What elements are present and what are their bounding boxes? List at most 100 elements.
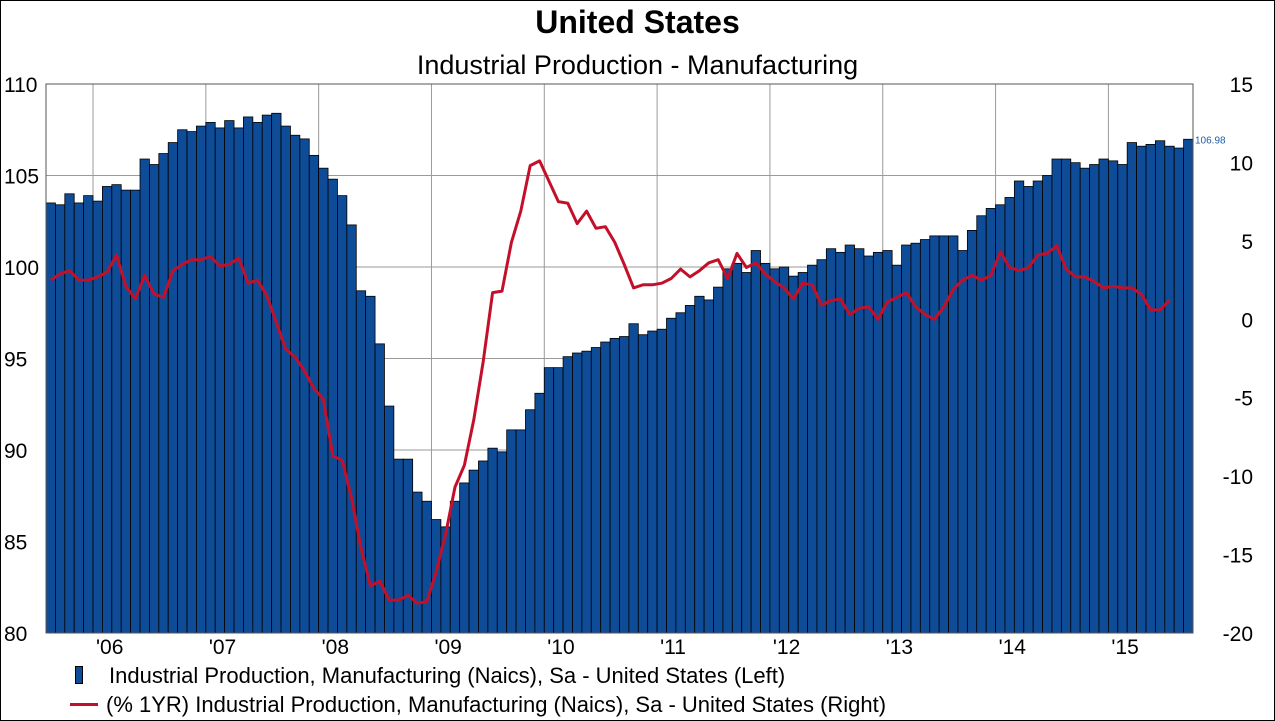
legend-item-line: (% 1YR) Industrial Production, Manufactu… (70, 692, 886, 718)
x-tick-label: '14 (999, 636, 1027, 659)
x-tick-label: '10 (547, 636, 574, 659)
bar (1042, 175, 1053, 634)
bar (872, 251, 884, 634)
bar (233, 127, 244, 634)
bar (731, 262, 743, 634)
bar (1060, 158, 1072, 634)
bar (92, 200, 103, 634)
x-tick-label: '09 (434, 636, 461, 659)
bar (1117, 164, 1128, 634)
bar (196, 125, 207, 634)
bar (487, 447, 498, 634)
plot-border (45, 83, 1194, 634)
bar (139, 158, 150, 634)
x-tick-label: '12 (773, 636, 800, 659)
bar (64, 193, 75, 634)
bar (496, 451, 508, 634)
legend-line-label: (% 1YR) Industrial Production, Manufactu… (106, 692, 887, 717)
bar (149, 164, 160, 634)
bar (760, 262, 771, 634)
bar (619, 336, 630, 634)
bar (1023, 186, 1034, 634)
left-tick-label: 110 (4, 74, 37, 97)
left-tick-label: 90 (4, 440, 27, 463)
bar (525, 409, 536, 634)
bar (675, 312, 686, 634)
bar (1051, 158, 1062, 634)
bar (55, 204, 66, 634)
bar (186, 131, 197, 634)
bar (1145, 143, 1156, 634)
left-tick-label: 100 (4, 257, 39, 280)
bar-end-label: 106.98 (1195, 135, 1226, 146)
bar (938, 235, 949, 634)
legend-line-swatch (70, 703, 98, 706)
x-tick-label: '06 (96, 636, 123, 659)
bar (713, 286, 724, 634)
bar (280, 125, 291, 634)
bar (891, 264, 902, 634)
bar (1070, 162, 1081, 634)
bar (637, 334, 649, 634)
bar (1079, 167, 1090, 634)
bar (966, 229, 978, 634)
bar (412, 491, 423, 634)
bar (1013, 180, 1025, 634)
bar (656, 328, 667, 634)
bar (506, 429, 517, 634)
bar (919, 239, 931, 634)
bar (1136, 145, 1147, 634)
left-tick-label: 95 (4, 349, 27, 372)
bar (83, 195, 94, 634)
bar (995, 204, 1006, 634)
bar (684, 305, 696, 634)
bar (929, 235, 940, 634)
chart-title: United States (535, 4, 740, 40)
bar (1107, 160, 1119, 634)
bar (515, 429, 526, 634)
bar (158, 153, 169, 634)
bar (807, 264, 818, 634)
x-tick-label: '08 (322, 636, 349, 659)
legend-item-bar: Industrial Production, Manufacturing (Na… (70, 663, 785, 689)
bar (628, 323, 639, 634)
bar (901, 244, 912, 634)
bar (1173, 147, 1184, 634)
bar (797, 272, 808, 634)
bar (543, 367, 555, 634)
bar (111, 184, 122, 634)
bar (957, 250, 968, 634)
right-tick-label: 5 (1241, 231, 1253, 254)
bar (102, 186, 113, 634)
right-tick-label: 0 (1241, 309, 1253, 332)
bar (393, 458, 404, 634)
bar (1183, 138, 1194, 634)
bar (214, 127, 226, 634)
bar (243, 116, 254, 634)
bar (459, 482, 470, 634)
bar (224, 120, 235, 634)
bar (572, 352, 583, 634)
bar (590, 347, 602, 634)
left-tick-label: 105 (4, 166, 39, 189)
bar (402, 458, 414, 634)
x-tick-label: '07 (209, 636, 236, 659)
bar (271, 112, 282, 634)
bar (1089, 164, 1100, 634)
bar (769, 268, 780, 634)
bar (666, 317, 677, 634)
bar (835, 251, 846, 634)
bar (205, 122, 216, 634)
bar (177, 129, 188, 634)
bar (562, 356, 573, 634)
bar (844, 244, 855, 634)
x-tick-label: '11 (660, 636, 686, 659)
bar (346, 224, 357, 634)
bar (553, 367, 564, 634)
right-tick-label: 15 (1230, 74, 1253, 97)
bar (478, 460, 489, 634)
bar (816, 259, 827, 634)
bar (337, 195, 348, 634)
bar (252, 122, 263, 634)
